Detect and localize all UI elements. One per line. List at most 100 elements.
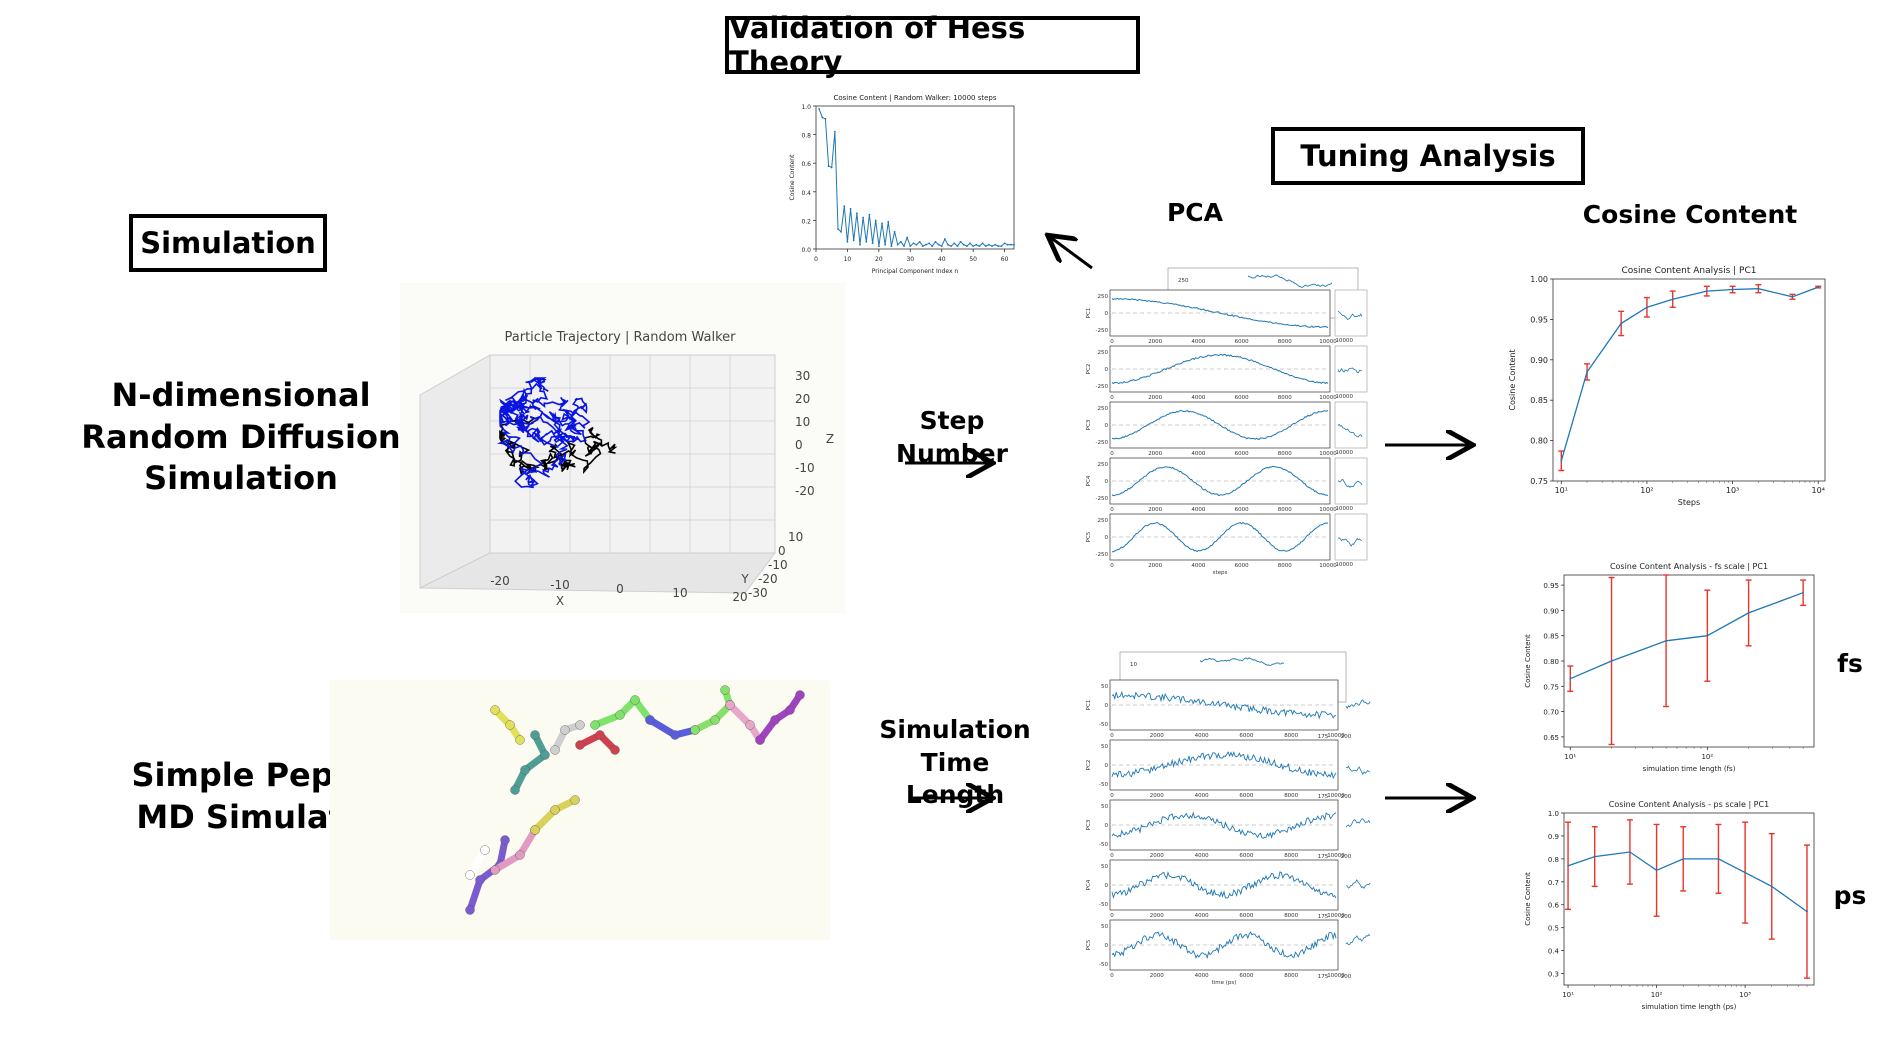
peptide-residue [756,691,804,744]
x-tick-label: 20 [875,256,883,263]
pca-ytick: 250 [1098,350,1109,356]
data-point [1806,910,1808,913]
series-line [1560,286,1819,461]
pca-side-tick: 200 [1341,794,1352,800]
data-point [896,243,899,246]
data-point [906,236,909,239]
x-axis-label: Principal Component Index n [872,268,959,275]
y-tick-label: 0.90 [1543,607,1559,615]
y-tick-label: 0.9 [1548,833,1559,841]
peptide-atom [795,690,805,700]
pca-xtick: 2000 [1150,973,1164,979]
data-point [994,243,997,246]
pca-ytick: -250 [1096,552,1109,558]
y-axis-label: Cosine Content [1524,872,1532,926]
x-tick-label: 10¹ [1564,753,1576,761]
data-point [978,245,981,248]
data-point [1620,322,1623,325]
pca-xtick: 2000 [1148,563,1162,569]
pca-xtick: 10000 [1327,913,1345,919]
pca-xtick: 0 [1110,395,1114,401]
peptide-atom [595,730,605,740]
pca-xtick: 4000 [1191,563,1205,569]
pca-side-panel [1334,513,1368,561]
pca-side-line [1345,765,1371,776]
peptide-residue [466,836,509,914]
z-axis-label: Z [826,432,834,446]
pca-xtick: 6000 [1239,793,1253,799]
peptide-atom [505,720,515,730]
data-point [899,240,902,243]
data-point [1705,290,1708,293]
pca-xtick: 0 [1110,853,1114,859]
pca-side-panel [1334,401,1368,449]
data-point [1593,855,1596,858]
data-point [865,240,868,243]
y-tick-label: 0.8 [1548,856,1559,864]
pca-ytick: -50 [1099,902,1108,908]
pca-xtick: 4000 [1191,339,1205,345]
pca-xtick: 4000 [1191,507,1205,513]
pca-ytick: 0 [1105,367,1109,373]
pca-xtick: 8000 [1278,563,1292,569]
z-tick-label: 0 [795,438,803,452]
pca-xtick: 2000 [1148,507,1162,513]
chart-background [1505,255,1835,505]
x-tick-label: -20 [490,574,510,588]
pca-ytick: 50 [1101,804,1108,810]
peptide-atom [770,715,780,725]
pca-ytick: -50 [1099,842,1108,848]
peptide-atom [520,765,530,775]
data-point [1717,857,1720,860]
pca-xtick: 2000 [1150,853,1164,859]
pca-ylabel: PC1 [1086,700,1092,711]
pca-xtick: 10000 [1319,451,1337,457]
pca-ylabel: PC3 [1086,819,1092,830]
pca-side-tick: 175 [1318,974,1329,980]
x-tick-label: 10³ [1726,486,1739,495]
chart-title: Cosine Content Analysis | PC1 [1621,266,1756,276]
peptide-atom [690,725,700,735]
y-tick-label: 10 [788,530,803,544]
pca-xtick: 8000 [1278,451,1292,457]
pca-line [1111,297,1329,329]
peptide-atom [785,705,795,715]
pca-ytick: 50 [1101,684,1108,690]
data-point [868,213,871,216]
data-point [833,130,836,133]
pca-ytick: -250 [1096,384,1109,390]
pca-ytick: 250 [1098,294,1109,300]
data-point [1567,864,1569,867]
peptide-atom [530,825,540,835]
pca-side-tick: 175 [1318,734,1329,740]
pca-line [1111,871,1337,899]
pca-xtick: 6000 [1239,733,1253,739]
pca-ytick: -50 [1099,722,1108,728]
x-tick-label: 10 [844,256,852,263]
pca-side-tick: 175 [1318,794,1329,800]
pca-side-tick: 10000 [1336,338,1354,344]
y-tick-label: 0.6 [1548,902,1560,910]
peptide-atom [590,720,600,730]
x-tick-label: 0 [616,582,624,596]
pca-side-tick: 200 [1341,914,1352,920]
z-tick-label: 20 [795,392,810,406]
pca-xtick: 2000 [1150,793,1164,799]
z-tick-label: 10 [795,415,810,429]
data-point [991,245,993,248]
arrow-to-validation [1050,237,1093,270]
pca-xtick: 2000 [1148,451,1162,457]
y-tick-label: 0.65 [1543,734,1559,742]
y-tick-label: -10 [768,558,788,572]
pca-xtick: 10000 [1319,395,1337,401]
data-point [1757,287,1760,290]
data-point [962,243,965,246]
random-walk-line-1: N-dimensional [111,376,371,414]
pca-xtick: 8000 [1284,853,1298,859]
pca-xtick: 6000 [1235,339,1249,345]
y-tick-label: 0.75 [1543,683,1559,691]
data-point [821,116,824,119]
peptide-atom [465,905,475,915]
cosine-content-fs-chart: Cosine Content Analysis - fs scale | PC1… [1518,557,1828,782]
